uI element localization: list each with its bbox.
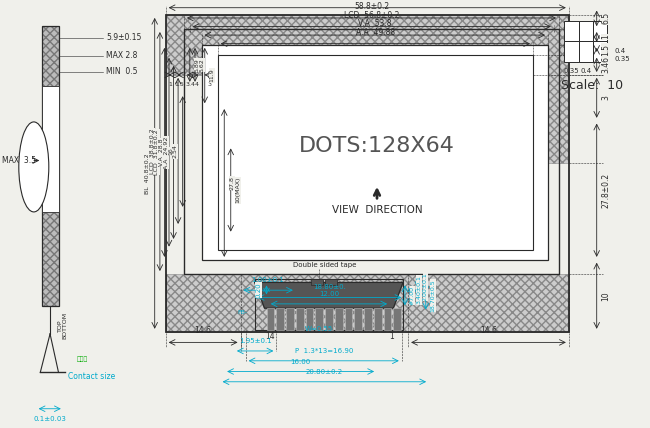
Bar [286, 308, 294, 330]
Text: 10: 10 [602, 291, 611, 300]
Bar [42, 26, 58, 306]
Text: MAX  3.5: MAX 3.5 [2, 156, 36, 165]
Text: DOTS:128X64: DOTS:128X64 [299, 136, 455, 155]
Text: 3.46: 3.46 [602, 56, 611, 73]
Bar [255, 279, 403, 330]
Bar [276, 308, 284, 330]
Text: 1.00±0.1: 1.00±0.1 [252, 277, 285, 283]
Bar [218, 55, 533, 250]
Text: 18.70±0.5: 18.70±0.5 [431, 279, 436, 312]
Bar [42, 26, 58, 306]
Bar [564, 41, 579, 62]
Text: A.A  24.92: A.A 24.92 [164, 136, 168, 169]
Text: 2.00±0.1: 2.00±0.1 [423, 272, 428, 301]
Bar [364, 308, 372, 330]
Bar [344, 308, 352, 330]
Bar [315, 308, 323, 330]
Bar [202, 45, 548, 260]
Text: 5.89: 5.89 [195, 58, 200, 72]
Text: 11.9: 11.9 [210, 68, 215, 83]
Text: 16.00: 16.00 [291, 359, 311, 365]
Text: 1.5: 1.5 [174, 82, 184, 87]
Text: LCD  31.8±0.2: LCD 31.8±0.2 [155, 130, 159, 175]
Text: 0.1±0.03: 0.1±0.03 [33, 416, 66, 422]
Text: 10(MAX): 10(MAX) [236, 177, 240, 203]
Ellipse shape [19, 122, 49, 212]
Text: 27.8: 27.8 [229, 176, 234, 190]
Bar [374, 308, 382, 330]
Text: #7.00: #7.00 [410, 286, 415, 305]
Text: Contact size: Contact size [68, 372, 116, 381]
Text: 5.62: 5.62 [200, 58, 205, 72]
Bar [31, 148, 49, 188]
Text: LCD  56.8±0.2: LCD 56.8±0.2 [344, 11, 400, 20]
Bar [354, 308, 362, 330]
Text: 14.6: 14.6 [480, 327, 497, 336]
Text: 14.6: 14.6 [195, 327, 211, 336]
Text: 6.5: 6.5 [602, 12, 611, 24]
Text: Double sided tape: Double sided tape [293, 262, 357, 268]
Bar [166, 274, 569, 332]
Text: V.A  28.8: V.A 28.8 [159, 138, 164, 166]
Text: 3: 3 [207, 82, 212, 87]
Text: 3.40±0.1: 3.40±0.1 [417, 276, 421, 304]
Text: 14: 14 [265, 332, 274, 341]
Text: MAX 2.8: MAX 2.8 [106, 51, 137, 60]
Bar [593, 41, 607, 62]
Bar [384, 308, 391, 330]
Text: 双面粘: 双面粘 [77, 357, 88, 363]
Text: 0.4: 0.4 [580, 68, 592, 74]
Text: W=0.55: W=0.55 [304, 326, 333, 332]
Bar [325, 279, 337, 285]
Text: 5.9±0.15: 5.9±0.15 [106, 33, 141, 42]
Text: MIN  0.5: MIN 0.5 [106, 67, 137, 77]
Bar [166, 15, 569, 332]
Text: 0.4: 0.4 [615, 48, 626, 54]
Text: BOTTOM: BOTTOM [62, 312, 68, 339]
Text: 1.95±0.1: 1.95±0.1 [239, 338, 272, 344]
Text: 1.5: 1.5 [602, 44, 611, 56]
Bar [325, 308, 333, 330]
Bar [564, 21, 579, 41]
Bar [311, 279, 322, 285]
Text: FB-: FB- [237, 310, 247, 315]
Text: Scale:  10: Scale: 10 [561, 79, 623, 92]
Text: LCD  38.8±0.2: LCD 38.8±0.2 [150, 129, 155, 174]
Text: 3: 3 [602, 95, 611, 100]
Bar [578, 21, 593, 41]
Bar [184, 29, 559, 274]
Text: TOP: TOP [58, 319, 63, 332]
Text: 2.54: 2.54 [173, 145, 177, 158]
Text: 16: 16 [168, 147, 173, 155]
Bar [593, 21, 607, 41]
Text: 1: 1 [602, 35, 611, 39]
Text: 3.44: 3.44 [186, 82, 200, 87]
Text: 20.80±0.2: 20.80±0.2 [306, 369, 343, 375]
Text: 58.8±0.2: 58.8±0.2 [354, 2, 389, 11]
Text: 27.8±0.2: 27.8±0.2 [602, 172, 611, 208]
Text: 1: 1 [168, 82, 172, 87]
Bar [578, 41, 593, 62]
Text: P  1.3*13=16.90: P 1.3*13=16.90 [294, 348, 353, 354]
Bar [266, 308, 274, 330]
Polygon shape [255, 282, 403, 308]
Text: BL  65.3±0.2: BL 65.3±0.2 [343, 0, 392, 1]
Text: 0.35: 0.35 [615, 56, 630, 62]
Text: 12.00: 12.00 [319, 291, 339, 297]
Bar [335, 308, 343, 330]
Bar [517, 75, 569, 163]
Bar [42, 86, 58, 212]
Bar [306, 308, 313, 330]
Bar [393, 308, 401, 330]
Text: 0.35: 0.35 [564, 68, 579, 74]
Text: 1: 1 [389, 332, 394, 341]
Text: BL  40.8±0.2: BL 40.8±0.2 [145, 153, 150, 193]
Text: A.A  49.88: A.A 49.88 [356, 28, 395, 37]
Bar [296, 308, 304, 330]
Text: VIEW  DIRECTION: VIEW DIRECTION [332, 205, 422, 215]
Text: 18.80±0.: 18.80±0. [313, 285, 346, 291]
Text: V.A  53.8: V.A 53.8 [358, 19, 391, 28]
Bar [166, 15, 569, 75]
Text: 0.20: 0.20 [255, 282, 261, 298]
